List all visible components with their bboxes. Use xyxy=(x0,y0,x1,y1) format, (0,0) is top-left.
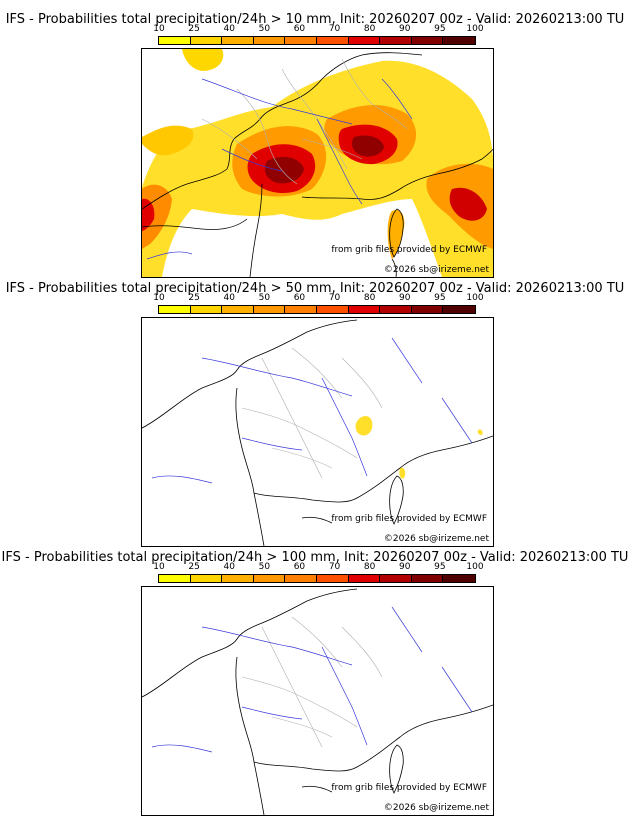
color-scale-label: 95 xyxy=(434,24,446,34)
map-canvas xyxy=(142,319,493,546)
map-panel-50mm: IFS - Probabilities total precipitation/… xyxy=(0,275,630,547)
color-scale-label: 100 xyxy=(466,293,484,303)
color-scale-bar xyxy=(158,36,476,45)
coastlines xyxy=(142,588,493,815)
color-swatch xyxy=(253,37,286,44)
color-swatch xyxy=(190,575,223,582)
color-swatch xyxy=(380,37,412,44)
color-swatch xyxy=(190,306,223,313)
color-scale-label: 60 xyxy=(293,24,306,34)
panel-title: IFS - Probabilities total precipitation/… xyxy=(1,550,629,565)
color-scale: 10 25 40 50 60 70 80 90 95 100 xyxy=(153,562,484,591)
coastlines xyxy=(142,319,493,546)
color-swatch xyxy=(316,575,349,582)
precip-layer xyxy=(355,416,483,479)
map-panel-10mm: IFS - Probabilities total precipitation/… xyxy=(0,6,630,278)
color-scale-label: 90 xyxy=(399,24,411,34)
color-swatch xyxy=(443,306,475,313)
probability-map: from grib files provided by ECMWF ©2026 … xyxy=(141,586,494,816)
copyright: ©2026 sb@irizeme.net xyxy=(383,265,489,275)
color-swatch xyxy=(348,306,381,313)
color-swatch xyxy=(380,306,412,313)
color-scale-label: 90 xyxy=(399,562,411,572)
color-swatch xyxy=(411,306,444,313)
panel-title: IFS - Probabilities total precipitation/… xyxy=(5,281,625,296)
color-swatch xyxy=(411,575,444,582)
color-swatch xyxy=(411,37,444,44)
copyright: ©2026 sb@irizeme.net xyxy=(383,803,489,813)
color-swatch xyxy=(222,37,254,44)
color-scale-label: 70 xyxy=(328,24,341,34)
color-scale-label: 10 xyxy=(153,24,165,34)
precip-layer xyxy=(142,49,493,277)
color-scale-labels: 10 25 40 50 60 70 80 90 95 100 xyxy=(153,562,483,573)
color-swatch xyxy=(285,306,317,313)
color-swatch xyxy=(348,37,381,44)
color-swatch xyxy=(380,575,412,582)
color-swatch xyxy=(443,575,475,582)
color-scale-label: 40 xyxy=(223,562,235,572)
color-swatch xyxy=(316,306,349,313)
color-scale-label: 80 xyxy=(363,24,376,34)
color-scale-label: 100 xyxy=(466,562,484,572)
color-swatch xyxy=(222,575,254,582)
color-swatch xyxy=(222,306,254,313)
color-swatch xyxy=(443,37,475,44)
color-swatch xyxy=(316,37,349,44)
color-scale-label: 10 xyxy=(153,562,165,572)
color-scale-label: 25 xyxy=(188,293,200,303)
map-canvas xyxy=(142,588,493,815)
source-credit: from grib files provided by ECMWF xyxy=(331,783,487,793)
color-scale-label: 80 xyxy=(363,562,376,572)
color-scale-label: 50 xyxy=(258,293,271,303)
color-scale-label: 10 xyxy=(153,293,165,303)
color-scale-label: 50 xyxy=(258,24,271,34)
source-credit: from grib files provided by ECMWF xyxy=(331,514,487,524)
copyright: ©2026 sb@irizeme.net xyxy=(383,534,489,544)
color-scale-labels: 10 25 40 50 60 70 80 90 95 100 xyxy=(153,24,483,35)
rivers xyxy=(151,337,473,484)
color-scale-label: 60 xyxy=(293,293,306,303)
color-scale-bar xyxy=(158,574,476,583)
color-scale-bar xyxy=(158,305,476,314)
map-canvas xyxy=(142,49,493,277)
color-scale-label: 25 xyxy=(188,24,200,34)
color-scale-label: 40 xyxy=(223,24,235,34)
panel-title: IFS - Probabilities total precipitation/… xyxy=(5,12,625,27)
color-scale-label: 60 xyxy=(293,562,306,572)
color-scale-label: 70 xyxy=(328,562,341,572)
color-scale-labels: 10 25 40 50 60 70 80 90 95 100 xyxy=(153,293,483,304)
color-swatch xyxy=(285,37,317,44)
color-scale-label: 70 xyxy=(328,293,341,303)
regional-borders xyxy=(241,347,383,479)
rivers xyxy=(146,78,413,260)
color-swatch xyxy=(285,575,317,582)
color-scale-label: 40 xyxy=(223,293,235,303)
color-swatch xyxy=(348,575,381,582)
color-scale: 10 25 40 50 60 70 80 90 95 100 xyxy=(153,24,484,53)
color-scale-label: 50 xyxy=(258,562,271,572)
source-credit: from grib files provided by ECMWF xyxy=(331,245,487,255)
rivers xyxy=(151,606,473,753)
color-swatch xyxy=(159,306,191,313)
color-scale-label: 80 xyxy=(363,293,376,303)
map-panel-100mm: IFS - Probabilities total precipitation/… xyxy=(0,544,630,816)
color-scale-label: 90 xyxy=(399,293,411,303)
color-scale-label: 95 xyxy=(434,293,446,303)
color-swatch xyxy=(253,306,286,313)
color-scale-label: 25 xyxy=(188,562,200,572)
color-swatch xyxy=(159,575,191,582)
color-swatch xyxy=(190,37,223,44)
coastlines xyxy=(142,52,493,277)
color-swatch xyxy=(253,575,286,582)
probability-map: from grib files provided by ECMWF ©2026 … xyxy=(141,48,494,278)
probability-map: from grib files provided by ECMWF ©2026 … xyxy=(141,317,494,547)
color-scale: 10 25 40 50 60 70 80 90 95 100 xyxy=(153,293,484,322)
color-swatch xyxy=(159,37,191,44)
color-scale-label: 95 xyxy=(434,562,446,572)
regional-borders xyxy=(241,616,383,748)
color-scale-label: 100 xyxy=(466,24,484,34)
